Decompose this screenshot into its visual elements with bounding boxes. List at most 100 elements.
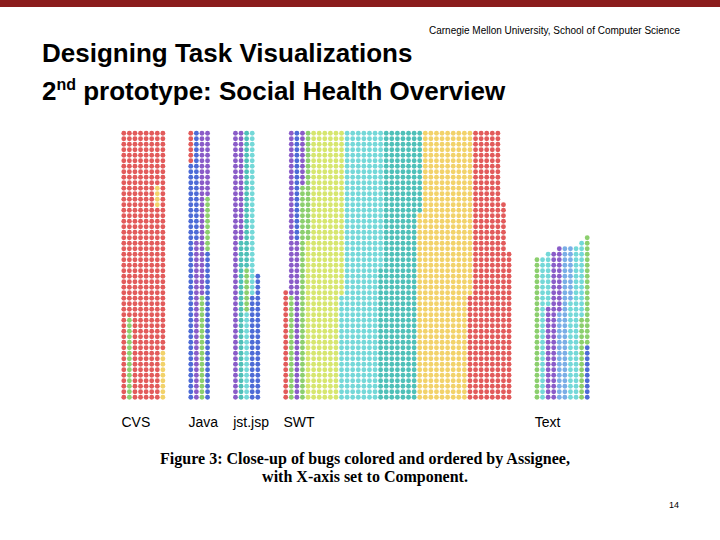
bug-dot bbox=[250, 153, 255, 158]
bug-dot bbox=[188, 202, 193, 207]
bug-dot bbox=[138, 153, 143, 158]
bug-dot bbox=[334, 367, 339, 372]
bug-dot bbox=[350, 208, 355, 213]
bug-dot bbox=[127, 131, 132, 136]
bug-dot bbox=[401, 175, 406, 180]
bug-dot bbox=[233, 235, 238, 240]
bug-dot bbox=[121, 224, 126, 229]
bug-dot bbox=[160, 252, 165, 257]
bug-dot bbox=[160, 395, 165, 400]
bug-dot bbox=[194, 186, 199, 191]
bug-dot bbox=[384, 246, 389, 251]
bug-dot bbox=[406, 175, 411, 180]
bug-dot bbox=[395, 285, 400, 290]
bug-dot bbox=[350, 312, 355, 317]
bug-dot bbox=[205, 334, 210, 339]
bug-dot bbox=[138, 279, 143, 284]
bug-dot bbox=[239, 142, 244, 147]
bug-dot bbox=[127, 169, 132, 174]
bug-dot bbox=[311, 395, 316, 400]
bug-dot bbox=[200, 367, 205, 372]
bug-dot bbox=[367, 202, 372, 207]
bug-dot bbox=[205, 362, 210, 367]
bug-dot bbox=[389, 351, 394, 356]
bug-dot bbox=[127, 263, 132, 268]
bug-dot bbox=[138, 340, 143, 345]
bug-dot bbox=[401, 268, 406, 273]
bug-dot bbox=[160, 208, 165, 213]
bug-dot bbox=[283, 296, 288, 301]
bug-dot bbox=[283, 301, 288, 306]
bug-dot bbox=[200, 180, 205, 185]
bug-dot bbox=[417, 241, 422, 246]
bug-dot bbox=[133, 197, 138, 202]
bug-dot bbox=[205, 197, 210, 202]
bug-dot bbox=[200, 296, 205, 301]
bug-dot bbox=[334, 147, 339, 152]
bug-dot bbox=[328, 131, 333, 136]
bug-dot bbox=[283, 351, 288, 356]
bug-dot bbox=[194, 334, 199, 339]
bug-dot bbox=[317, 136, 322, 141]
bug-dot bbox=[200, 290, 205, 295]
bug-dot bbox=[200, 252, 205, 257]
bug-dot bbox=[367, 296, 372, 301]
bug-dot bbox=[205, 246, 210, 251]
bug-dot bbox=[373, 213, 378, 218]
bug-dot bbox=[306, 301, 311, 306]
bug-dot bbox=[373, 362, 378, 367]
bug-dot bbox=[233, 345, 238, 350]
bug-dot bbox=[317, 318, 322, 323]
bug-dot bbox=[322, 153, 327, 158]
bug-dot bbox=[356, 169, 361, 174]
bug-dot bbox=[395, 384, 400, 389]
bug-dot bbox=[233, 389, 238, 394]
bug-dot bbox=[339, 312, 344, 317]
bug-dot bbox=[389, 395, 394, 400]
bug-dot bbox=[412, 384, 417, 389]
bug-dot bbox=[311, 180, 316, 185]
bug-dot bbox=[155, 208, 160, 213]
bug-dot bbox=[345, 230, 350, 235]
bug-dot bbox=[378, 136, 383, 141]
bug-dot bbox=[127, 246, 132, 251]
bug-dot bbox=[350, 153, 355, 158]
bug-dot bbox=[361, 279, 366, 284]
bug-dot bbox=[361, 213, 366, 218]
bug-dot bbox=[121, 345, 126, 350]
bug-dot bbox=[233, 340, 238, 345]
bug-dot bbox=[322, 131, 327, 136]
bug-dot bbox=[334, 301, 339, 306]
bug-dot bbox=[160, 362, 165, 367]
bug-dot bbox=[155, 191, 160, 196]
bug-dot bbox=[311, 213, 316, 218]
bug-dot bbox=[133, 180, 138, 185]
bug-dot bbox=[334, 246, 339, 251]
bug-dot bbox=[149, 246, 154, 251]
bug-dot bbox=[289, 356, 294, 361]
bug-dot bbox=[361, 312, 366, 317]
bug-dot bbox=[334, 279, 339, 284]
bug-dot bbox=[328, 180, 333, 185]
bug-dot bbox=[155, 213, 160, 218]
bug-dot bbox=[345, 296, 350, 301]
bug-dot bbox=[395, 224, 400, 229]
bug-dot bbox=[205, 345, 210, 350]
bug-dot bbox=[378, 131, 383, 136]
bug-dot bbox=[406, 279, 411, 284]
bug-dot bbox=[417, 257, 422, 262]
bug-dot bbox=[317, 268, 322, 273]
bug-dot bbox=[200, 224, 205, 229]
bug-dot bbox=[250, 345, 255, 350]
bug-dot bbox=[188, 362, 193, 367]
bug-dot bbox=[294, 378, 299, 383]
bug-dot bbox=[412, 191, 417, 196]
bug-dot bbox=[250, 131, 255, 136]
bug-dot bbox=[144, 279, 149, 284]
bug-dot bbox=[328, 147, 333, 152]
bug-dot bbox=[250, 175, 255, 180]
bug-dot bbox=[149, 384, 154, 389]
bug-dot bbox=[188, 257, 193, 262]
bug-dot bbox=[200, 384, 205, 389]
bug-dot bbox=[417, 213, 422, 218]
